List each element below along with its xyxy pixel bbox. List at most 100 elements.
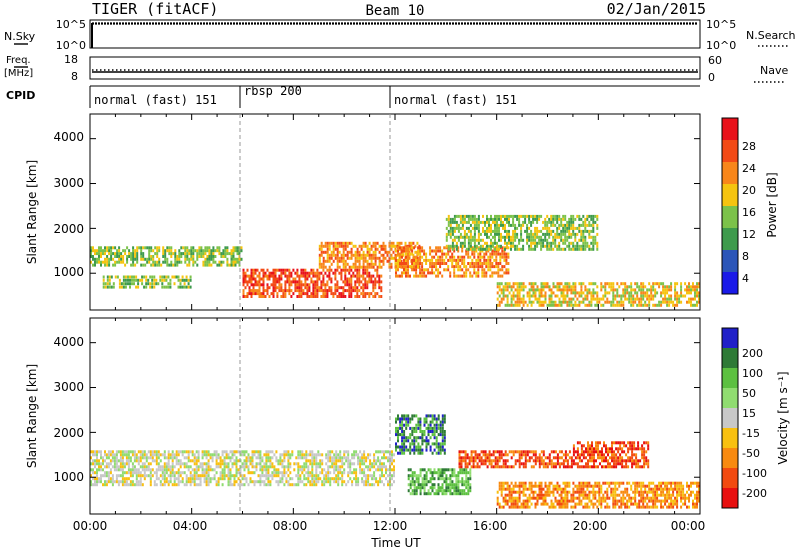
range-gate-cell xyxy=(409,433,412,437)
range-gate-cell xyxy=(425,483,428,487)
scatter-band-1 xyxy=(90,450,395,487)
range-gate-cell xyxy=(500,238,502,242)
range-gate-cell xyxy=(445,483,448,487)
range-gate-cell xyxy=(233,450,236,454)
range-gate-cell xyxy=(546,232,549,236)
range-gate-cell xyxy=(613,441,615,445)
range-gate-cell xyxy=(305,462,308,466)
range-gate-cell xyxy=(590,303,593,307)
range-gate-cell xyxy=(252,292,255,296)
range-gate-cell xyxy=(98,477,100,481)
range-gate-cell xyxy=(320,262,323,266)
range-gate-cell xyxy=(572,450,575,454)
range-gate-cell xyxy=(281,462,284,466)
range-gate-cell xyxy=(175,477,178,481)
range-gate-cell xyxy=(524,453,527,457)
range-gate-cell xyxy=(506,241,508,245)
range-gate-cell xyxy=(415,255,418,259)
range-gate-cell xyxy=(580,447,583,451)
range-gate-cell xyxy=(459,489,462,493)
range-gate-cell xyxy=(171,462,174,466)
range-gate-cell xyxy=(228,263,231,267)
range-gate-cell xyxy=(215,462,218,466)
range-gate-cell xyxy=(500,217,502,221)
range-gate-cell xyxy=(568,303,571,307)
range-gate-cell xyxy=(550,297,553,301)
range-gate-cell xyxy=(104,260,106,264)
range-gate-cell xyxy=(378,295,381,298)
range-gate-cell xyxy=(363,468,366,472)
range-gate-cell xyxy=(275,471,278,475)
range-gate-cell xyxy=(106,249,109,253)
range-gate-cell xyxy=(530,282,533,286)
range-gate-cell xyxy=(502,453,505,457)
range-gate-cell xyxy=(526,214,529,218)
range-gate-cell xyxy=(588,214,591,218)
range-gate-cell xyxy=(347,453,350,457)
range-gate-cell xyxy=(479,232,482,236)
range-gate-cell xyxy=(445,238,448,242)
range-gate-cell xyxy=(186,249,189,253)
range-gate-cell xyxy=(337,483,340,487)
range-gate-cell xyxy=(507,255,510,259)
range-gate-cell xyxy=(278,289,281,293)
range-gate-cell xyxy=(356,289,359,293)
range-gate-cell xyxy=(455,477,458,481)
range-gate-cell xyxy=(262,280,265,284)
range-gate-cell xyxy=(399,426,402,430)
range-gate-cell xyxy=(397,249,399,253)
range-gate-cell xyxy=(329,483,332,487)
range-gate-cell xyxy=(629,459,632,463)
cpid-label: CPID xyxy=(6,89,35,102)
range-gate-cell xyxy=(332,295,335,298)
range-gate-cell xyxy=(560,288,563,292)
range-gate-cell xyxy=(534,238,537,242)
range-gate-cell xyxy=(357,477,360,481)
range-gate-cell xyxy=(670,300,673,304)
range-gate-cell xyxy=(648,300,651,304)
range-gate-cell xyxy=(510,456,513,460)
range-gate-cell xyxy=(469,214,472,218)
range-gate-cell xyxy=(686,285,688,289)
range-gate-cell xyxy=(118,257,121,261)
range-gate-cell xyxy=(457,474,460,478)
range-gate-cell xyxy=(437,274,440,278)
range-gate-cell xyxy=(630,282,633,286)
range-gate-cell xyxy=(98,465,100,469)
range-gate-cell xyxy=(624,288,627,292)
range-gate-cell xyxy=(361,456,364,460)
range-gate-cell xyxy=(504,214,506,218)
range-gate-cell xyxy=(621,441,624,445)
range-gate-cell xyxy=(550,223,553,227)
range-gate-cell xyxy=(387,456,389,460)
range-gate-cell xyxy=(233,480,236,484)
range-gate-cell xyxy=(381,465,383,469)
range-gate-cell xyxy=(586,223,589,227)
range-gate-cell xyxy=(530,235,533,239)
range-gate-cell xyxy=(178,257,181,261)
range-gate-cell xyxy=(538,214,541,218)
range-gate-cell xyxy=(586,217,589,221)
range-gate-cell xyxy=(588,303,591,307)
range-gate-cell xyxy=(570,285,573,289)
range-gate-cell xyxy=(278,277,281,281)
range-gate-cell xyxy=(592,238,595,242)
range-gate-cell xyxy=(627,441,630,445)
range-gate-cell xyxy=(137,282,140,286)
range-gate-cell xyxy=(508,285,511,289)
range-gate-cell xyxy=(429,430,432,433)
range-gate-cell xyxy=(423,492,426,496)
range-gate-cell xyxy=(388,265,391,269)
range-gate-cell xyxy=(505,268,508,272)
range-gate-cell xyxy=(540,235,543,239)
range-gate-cell xyxy=(504,238,506,242)
range-gate-cell xyxy=(272,295,275,298)
nsky-strip: N.Sky 10^5 10^0 10^5 10^0 N.Search xyxy=(4,18,796,52)
range-gate-cell xyxy=(548,247,551,251)
range-gate-cell xyxy=(270,283,273,287)
range-gate-cell xyxy=(251,453,254,457)
range-gate-cell xyxy=(399,246,401,250)
range-gate-cell xyxy=(648,294,651,298)
range-gate-cell xyxy=(459,265,462,269)
range-gate-cell xyxy=(566,285,569,289)
